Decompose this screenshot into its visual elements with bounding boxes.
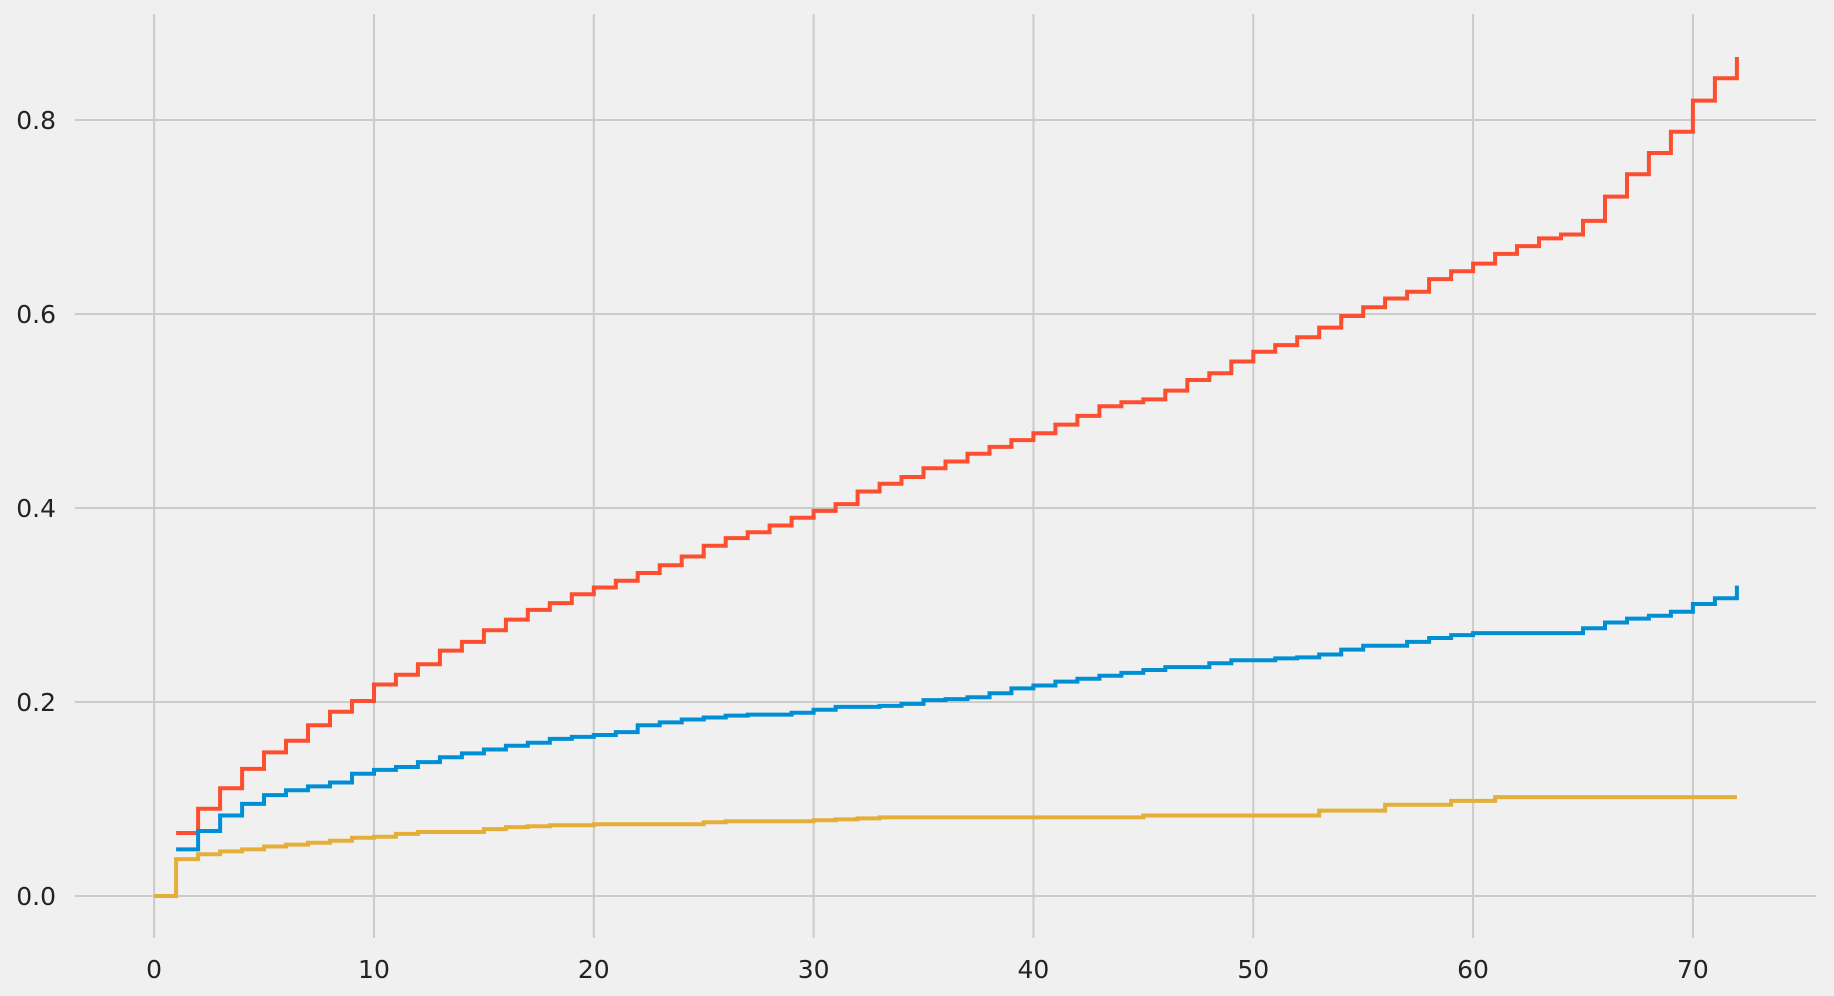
x-axis-tick-labels: 0 10 20 30 40 50 60 70 <box>146 955 1709 984</box>
y-tick-label: 0.0 <box>16 882 56 911</box>
series-line-3 <box>154 795 1737 898</box>
x-tick-label: 50 <box>1237 955 1269 984</box>
x-tick-label: 20 <box>578 955 610 984</box>
y-axis-tick-labels: 0.0 0.2 0.4 0.6 0.8 <box>16 106 56 911</box>
series-line-2 <box>176 585 1739 852</box>
x-tick-label: 30 <box>798 955 830 984</box>
y-tick-label: 0.6 <box>16 300 56 329</box>
y-tick-label: 0.8 <box>16 106 56 135</box>
x-tick-label: 60 <box>1457 955 1489 984</box>
x-tick-label: 40 <box>1018 955 1050 984</box>
y-tick-label: 0.4 <box>16 494 56 523</box>
series-layer <box>154 57 1739 898</box>
grid <box>75 14 1816 938</box>
x-tick-label: 10 <box>358 955 390 984</box>
x-tick-label: 70 <box>1677 955 1709 984</box>
series-line-1 <box>176 57 1739 835</box>
y-tick-label: 0.2 <box>16 688 56 717</box>
x-tick-label: 0 <box>146 955 162 984</box>
